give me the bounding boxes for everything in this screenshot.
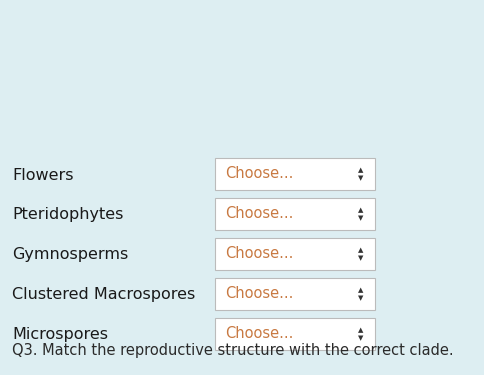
FancyBboxPatch shape (214, 198, 374, 230)
FancyBboxPatch shape (214, 158, 374, 190)
Text: Pteridophytes: Pteridophytes (12, 207, 123, 222)
Text: ▼: ▼ (358, 175, 363, 181)
Text: Choose...: Choose... (225, 207, 293, 222)
Text: ▲: ▲ (358, 167, 363, 173)
Text: Gymnosperms: Gymnosperms (12, 248, 128, 262)
Text: Flowers: Flowers (12, 168, 74, 183)
Text: ▼: ▼ (358, 335, 363, 341)
Text: ▼: ▼ (358, 215, 363, 221)
Text: Choose...: Choose... (225, 327, 293, 342)
Text: ▲: ▲ (358, 247, 363, 253)
FancyBboxPatch shape (214, 318, 374, 350)
Text: Choose...: Choose... (225, 286, 293, 302)
FancyBboxPatch shape (214, 278, 374, 310)
Text: Microspores: Microspores (12, 327, 108, 342)
Text: ▲: ▲ (358, 327, 363, 333)
Text: Clustered Macrospores: Clustered Macrospores (12, 288, 195, 303)
Text: Choose...: Choose... (225, 246, 293, 261)
FancyBboxPatch shape (214, 238, 374, 270)
Text: ▼: ▼ (358, 295, 363, 301)
Text: ▲: ▲ (358, 287, 363, 293)
Text: Q3. Match the reproductive structure with the correct clade.: Q3. Match the reproductive structure wit… (12, 343, 453, 358)
Text: ▲: ▲ (358, 207, 363, 213)
Text: Choose...: Choose... (225, 166, 293, 182)
Text: ▼: ▼ (358, 255, 363, 261)
